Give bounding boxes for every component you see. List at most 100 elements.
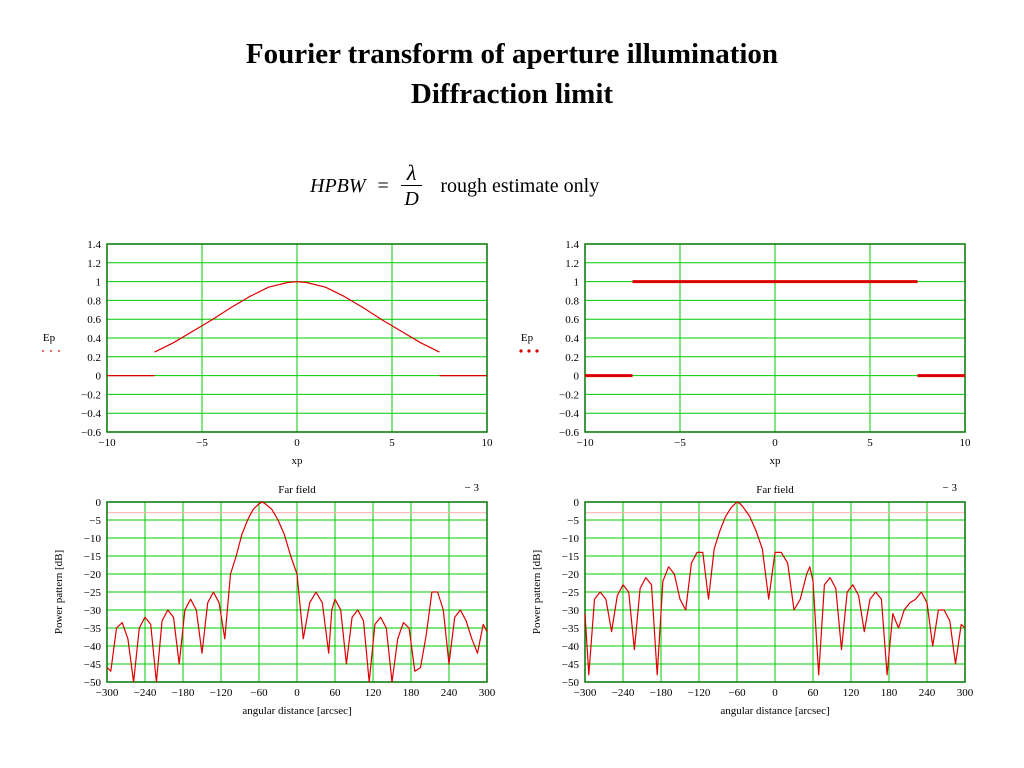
x-tick-label: 0 <box>294 437 300 449</box>
x-tick-label: −5 <box>674 437 686 449</box>
x-tick-label: 10 <box>482 437 494 449</box>
y-tick-label: 0.6 <box>87 314 101 326</box>
annotation-label: − 3 <box>465 482 480 494</box>
x-tick-label: −240 <box>612 687 635 699</box>
x-axis-label: angular distance [arcsec] <box>242 705 351 717</box>
x-tick-label: 0 <box>294 687 300 699</box>
y-tick-label: 1.2 <box>87 258 101 270</box>
y-axis-label: Ep <box>521 332 534 344</box>
y-tick-label: −10 <box>562 533 580 545</box>
series-trace <box>106 501 488 683</box>
y-tick-label: −0.4 <box>81 408 101 420</box>
y-tick-label: 0 <box>96 497 102 509</box>
y-tick-label: −40 <box>562 641 580 653</box>
x-tick-label: 180 <box>881 687 898 699</box>
y-tick-label: −30 <box>84 605 102 617</box>
y-tick-label: −0.2 <box>559 389 579 401</box>
x-tick-label: −60 <box>250 687 268 699</box>
legend-dot <box>527 349 531 353</box>
x-tick-label: −120 <box>688 687 711 699</box>
plot-frame <box>584 501 966 683</box>
y-tick-label: −50 <box>562 677 580 689</box>
x-tick-label: 5 <box>389 437 395 449</box>
x-tick-label: 240 <box>919 687 936 699</box>
x-tick-label: −5 <box>196 437 208 449</box>
x-axis-label: angular distance [arcsec] <box>720 705 829 717</box>
y-tick-label: −25 <box>84 587 102 599</box>
x-tick-label: 300 <box>957 687 974 699</box>
formula-lhs: HPBW <box>310 174 366 197</box>
chart-title: Far field <box>278 484 316 496</box>
chart-top-right: −0.6 −0.4 −0.2 0 0.2 0.4 0.6 0.8 1 1.2 1.4 −10 −5 0 5 1… <box>519 239 971 467</box>
x-tick-label: 180 <box>403 687 420 699</box>
hpbw-formula: HPBW = λ D rough estimate only <box>310 156 599 216</box>
y-tick-label: −35 <box>84 623 102 635</box>
y-tick-label: −45 <box>84 659 102 671</box>
y-tick-label: 0.4 <box>87 333 101 345</box>
x-tick-label: 60 <box>808 687 820 699</box>
y-tick-label: 0 <box>574 371 580 383</box>
legend-dot <box>535 349 539 353</box>
formula-denominator: D <box>404 187 419 210</box>
series-trace <box>584 501 966 676</box>
page-title: Fourier transform of aperture illuminati… <box>245 38 779 70</box>
y-tick-label: −0.2 <box>81 389 101 401</box>
x-tick-label: −300 <box>574 687 597 699</box>
legend-dot <box>42 350 44 352</box>
series-trace <box>154 281 440 353</box>
y-tick-label: 0.6 <box>565 314 579 326</box>
y-axis-label: Power pattern [dB] <box>531 550 543 634</box>
legend-dot <box>58 350 60 352</box>
x-tick-label: −300 <box>96 687 119 699</box>
y-tick-label: −15 <box>84 551 102 563</box>
x-tick-label: −240 <box>134 687 157 699</box>
y-tick-label: 1.2 <box>565 258 579 270</box>
x-tick-label: −10 <box>98 437 116 449</box>
y-tick-label: 1 <box>96 277 102 289</box>
x-tick-label: 0 <box>772 687 778 699</box>
y-tick-label: 0.4 <box>565 333 579 345</box>
y-tick-label: −20 <box>84 569 102 581</box>
x-tick-label: −60 <box>728 687 746 699</box>
y-tick-label: 1.4 <box>565 239 579 251</box>
y-tick-label: 0.2 <box>565 352 579 364</box>
legend-dot <box>519 349 523 353</box>
plot-frame <box>106 243 488 433</box>
y-tick-label: −10 <box>84 533 102 545</box>
y-tick-label: −20 <box>562 569 580 581</box>
formula-numerator: λ <box>400 160 423 186</box>
x-tick-label: 5 <box>867 437 873 449</box>
y-tick-label: 1.4 <box>87 239 101 251</box>
x-tick-label: −180 <box>650 687 673 699</box>
chart-bottom-right: 0 −5 −10 −15 −20 −25 −30 −35 −40 −45 −50−300 −240 −1… <box>531 482 974 717</box>
annotation-label: − 3 <box>943 482 958 494</box>
y-tick-label: −30 <box>562 605 580 617</box>
formula-fraction: λ D <box>400 160 423 212</box>
y-tick-label: 0.8 <box>565 295 579 307</box>
chart-bottom-left: 0 −5 −10 −15 −20 −25 −30 −35 −40 −45 −50−300 −240 −1… <box>53 482 496 717</box>
x-tick-label: 300 <box>479 687 496 699</box>
y-tick-label: −0.6 <box>81 427 101 439</box>
y-axis-label: Power pattern [dB] <box>53 550 65 634</box>
y-tick-label: −35 <box>562 623 580 635</box>
x-tick-label: 60 <box>330 687 342 699</box>
plot-frame <box>584 243 966 433</box>
y-tick-label: −25 <box>562 587 580 599</box>
y-tick-label: −0.6 <box>559 427 579 439</box>
y-tick-label: 0 <box>574 497 580 509</box>
y-tick-label: −5 <box>567 515 579 527</box>
y-tick-label: −0.4 <box>559 408 579 420</box>
x-tick-label: 0 <box>772 437 778 449</box>
legend-dot <box>50 350 52 352</box>
page-subtitle: Diffraction limit <box>410 78 614 110</box>
x-axis-label: xp <box>292 455 304 467</box>
y-tick-label: −15 <box>562 551 580 563</box>
x-axis-label: xp <box>770 455 782 467</box>
formula-note: rough estimate only <box>440 174 600 197</box>
x-tick-label: −180 <box>172 687 195 699</box>
chart-title: Far field <box>756 484 794 496</box>
x-tick-label: −10 <box>576 437 594 449</box>
x-tick-label: −120 <box>210 687 233 699</box>
x-tick-label: 120 <box>843 687 860 699</box>
y-tick-label: −50 <box>84 677 102 689</box>
